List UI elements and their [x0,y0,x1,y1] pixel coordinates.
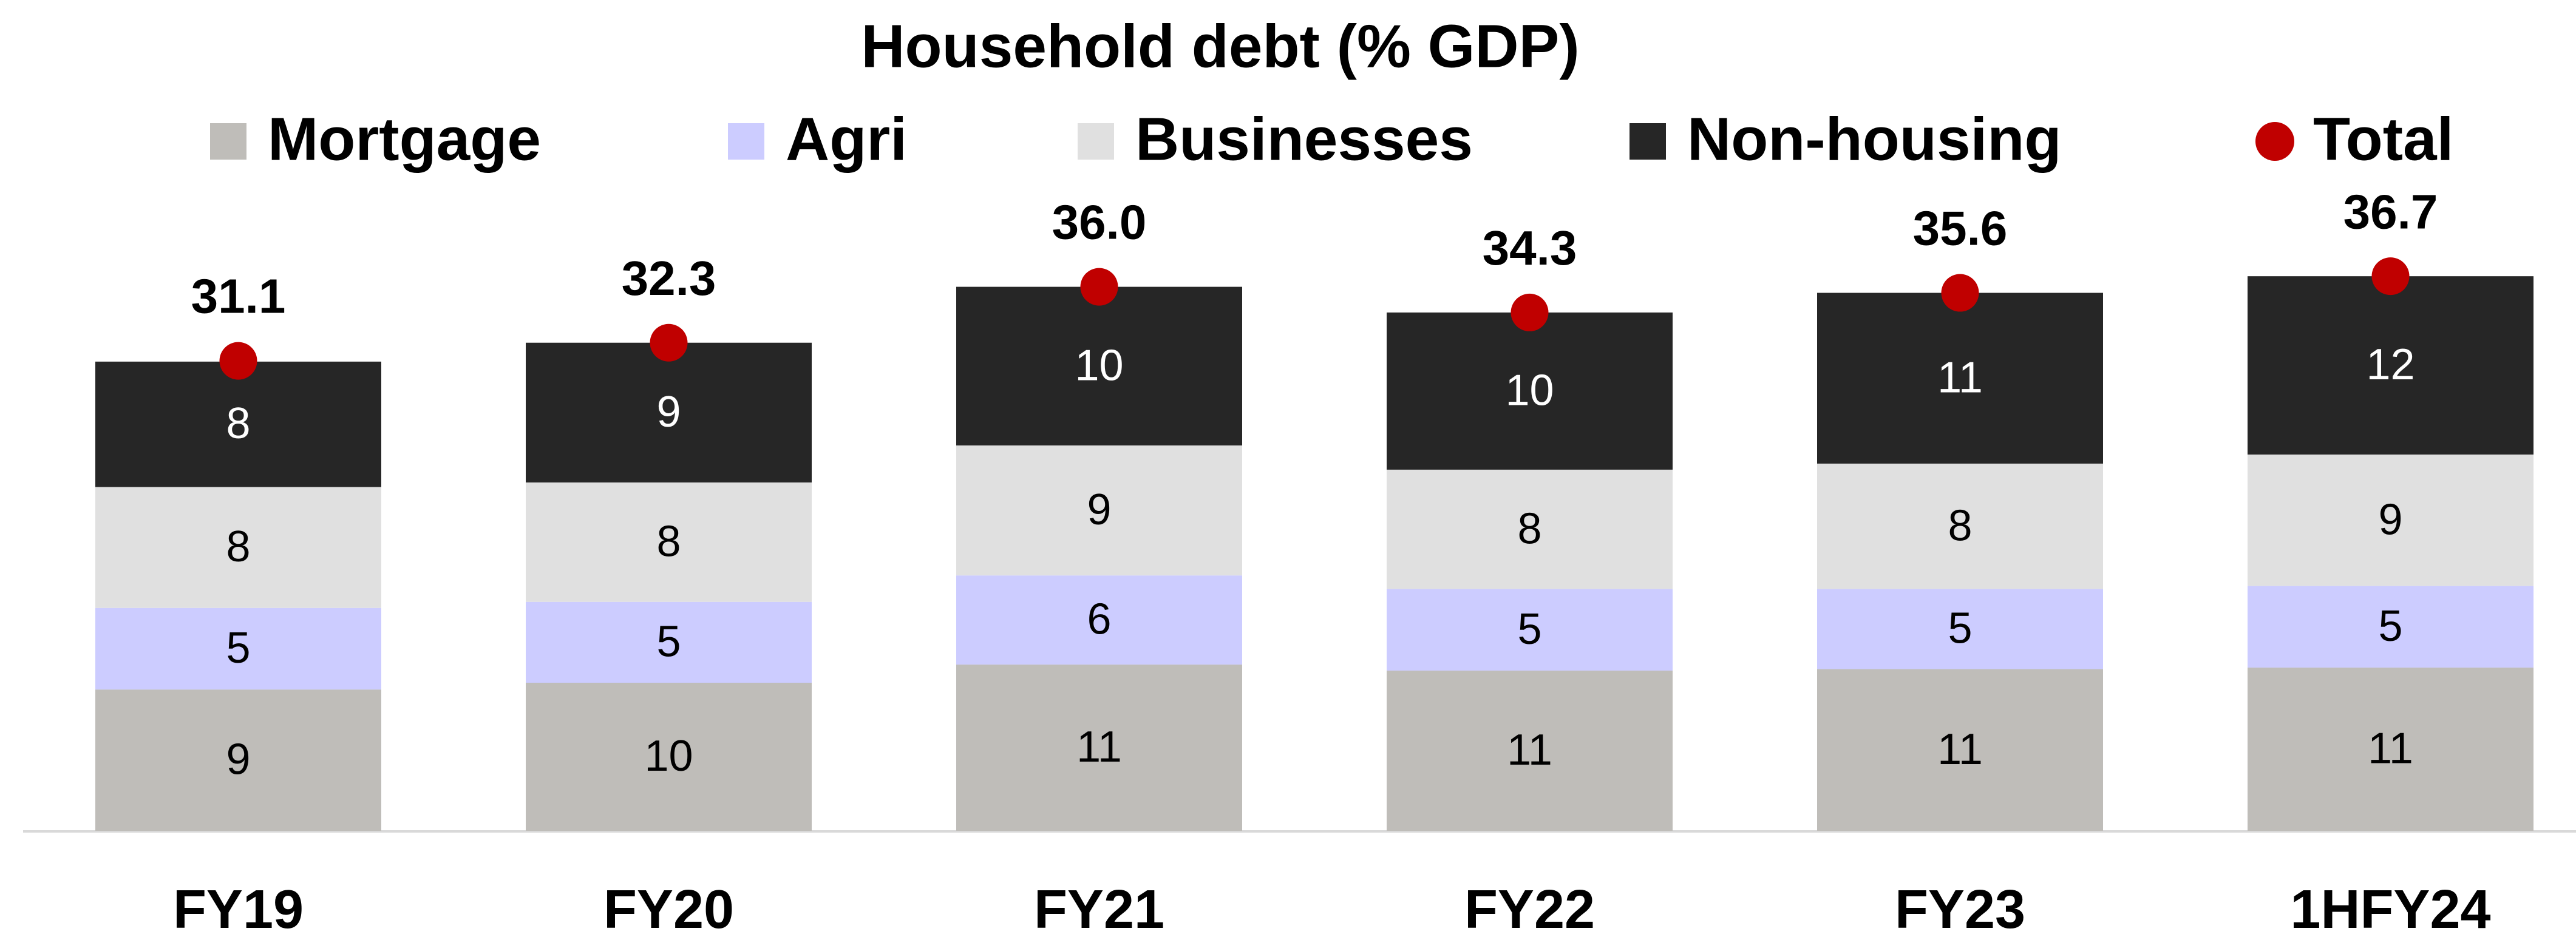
total-marker [1941,274,1979,312]
segment-label: 5 [656,617,681,666]
bar-segment [526,682,812,831]
segment-label: 11 [1937,725,1983,774]
bar-segment [526,601,812,683]
segment-label: 8 [226,523,250,571]
bar-segment [956,286,1242,446]
bar-segment [1387,589,1673,671]
x-tick-label: FY19 [173,879,304,937]
bar-segment [956,575,1242,665]
segment-label: 9 [226,736,250,784]
total-marker [1511,293,1549,331]
total-label: 32.3 [622,251,716,305]
segment-label: 6 [1087,595,1111,644]
total-label: 31.1 [191,269,286,323]
x-tick-label: FY23 [1895,879,2025,937]
x-tick-label: 1HFY24 [2290,879,2490,937]
bar-segment [956,445,1242,576]
chart-title: Household debt (% GDP) [861,12,1579,80]
bar-segment [526,342,812,483]
segment-label: 5 [1948,604,1972,653]
segment-label: 11 [1507,726,1552,774]
segment-label: 9 [656,388,681,436]
segment-label: 5 [2378,602,2402,651]
total-label: 36.0 [1052,195,1147,249]
bar-segment [2248,454,2534,586]
legend-label: Mortgage [268,105,541,173]
segment-label: 10 [1075,341,1123,390]
bar-segment [2248,276,2534,455]
legend-swatch [1630,123,1666,160]
total-label: 34.3 [1483,221,1577,275]
bar-segment [95,689,381,831]
segment-label: 10 [1505,366,1554,414]
segment-label: 8 [1948,501,1972,550]
bar-segment [1387,469,1673,589]
segment-label: 9 [2378,495,2402,544]
segment-label: 5 [226,624,250,672]
total-marker [1080,268,1118,306]
total-label: 35.6 [1913,201,2008,255]
bar-segment [1817,293,2103,464]
legend-swatch [1078,123,1114,160]
bar-segment [1387,671,1673,831]
bar-segment [95,487,381,608]
bar-segment [2248,668,2534,831]
bar-segment [1817,463,2103,589]
x-tick-label: FY20 [603,879,734,937]
bar-segment [1817,669,2103,831]
bar-segment [2248,586,2534,668]
legend-swatch [728,123,764,160]
legend-label: Agri [786,105,907,173]
total-marker [2371,257,2410,296]
legend-label: Total [2313,105,2453,173]
x-tick-label: FY21 [1034,879,1164,937]
bar-segment [95,607,381,690]
segment-label: 5 [1517,605,1541,654]
bar-segment [1817,589,2103,669]
legend-label: Non-housing [1687,105,2062,173]
segment-label: 8 [1517,504,1541,553]
segment-label: 8 [226,399,250,448]
bar-segment [95,361,381,487]
bar-segment [526,482,812,602]
legend-label: Businesses [1135,105,1473,173]
x-tick-label: FY22 [1464,879,1595,937]
segment-label: 10 [644,732,693,780]
segment-label: 11 [2368,725,2413,773]
bar-segment [1387,312,1673,470]
segment-label: 12 [2366,340,2415,389]
segment-label: 11 [1076,723,1122,771]
segment-label: 11 [1937,353,1983,402]
total-marker [650,323,688,362]
total-marker [219,342,257,380]
legend-swatch [210,123,246,160]
segment-label: 8 [656,517,681,566]
total-label: 36.7 [2343,184,2438,238]
legend-marker [2255,122,2294,161]
bar-segment [956,665,1242,831]
segment-label: 9 [1087,485,1111,534]
